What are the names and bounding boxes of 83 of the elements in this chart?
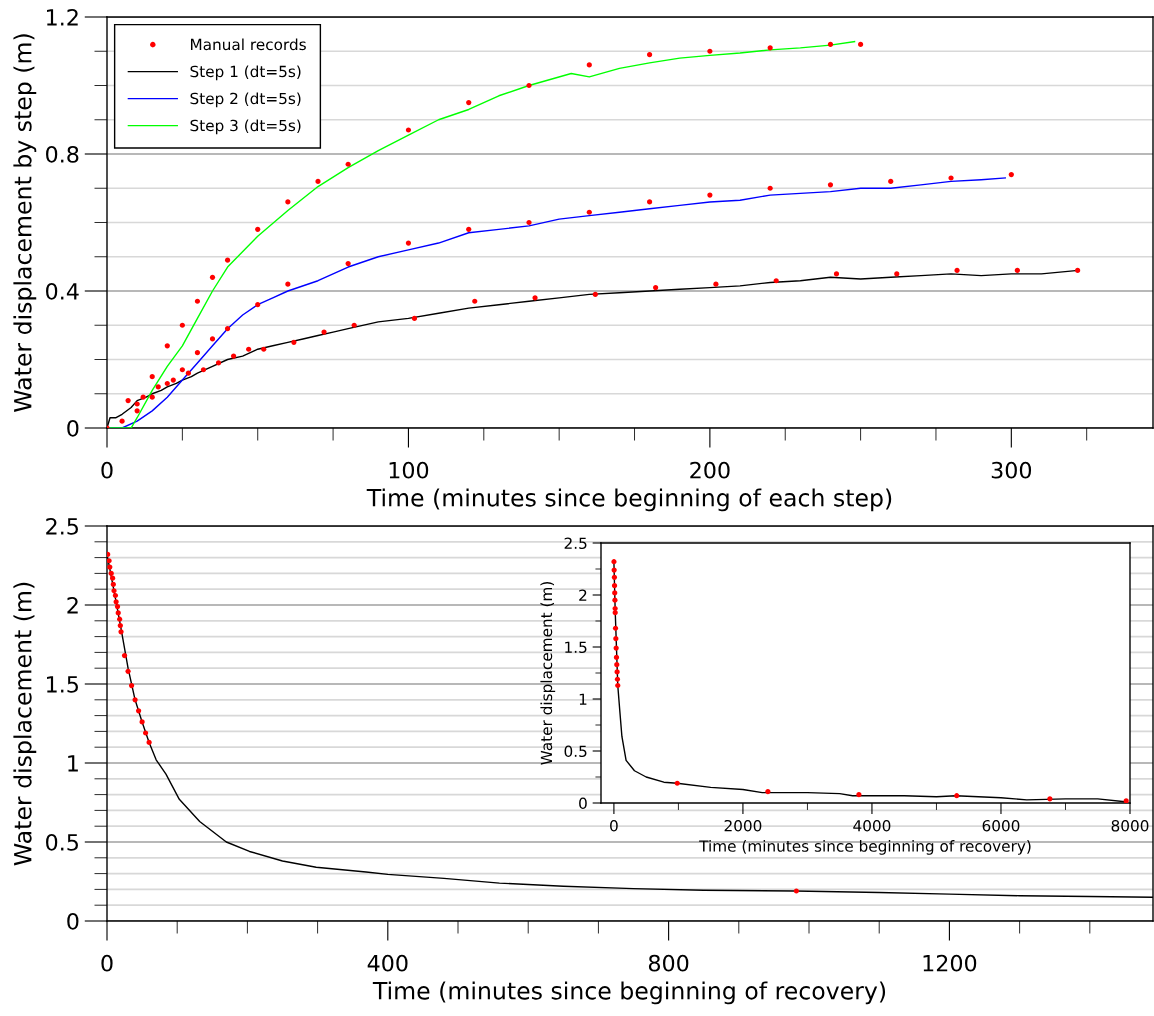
y-tick-label: 0.8 — [46, 145, 79, 163]
x-tick-label: 200 — [690, 461, 730, 479]
point — [1047, 796, 1053, 802]
y-tick-label: 2 — [67, 596, 78, 614]
x-tick-label: 0 — [610, 819, 618, 832]
point — [611, 583, 618, 589]
point — [132, 697, 138, 703]
x-tick-label: 8000 — [1111, 819, 1149, 832]
point — [954, 793, 960, 799]
y-tick-label: 0 — [67, 419, 79, 437]
y-tick-label: 0.4 — [46, 282, 79, 300]
y-tick-label: 0.5 — [46, 833, 78, 851]
line-series — [107, 40, 856, 428]
point — [110, 575, 116, 581]
y-tick-label: 0 — [579, 797, 587, 810]
legend-label: Manual records — [191, 38, 306, 51]
x-tick-label: 1200 — [923, 954, 977, 972]
y-tick-label: 0 — [67, 912, 79, 930]
x-tick-label: 4000 — [853, 819, 891, 832]
point — [117, 616, 123, 622]
point — [614, 662, 620, 668]
x-axis-title: Time (minutes since beginning of each step) — [366, 488, 892, 512]
point — [114, 603, 121, 610]
point — [135, 708, 142, 714]
point — [765, 788, 771, 795]
y-tick-label: 1.2 — [47, 8, 78, 26]
point — [612, 597, 618, 603]
y-tick-label: 0.5 — [564, 745, 587, 758]
point — [611, 567, 617, 573]
point — [614, 669, 620, 675]
y-axis-title: Water displacement by step (m) — [13, 34, 37, 412]
point — [611, 574, 618, 580]
y-axis-title: Water displacement (m) — [13, 582, 37, 866]
point — [128, 682, 135, 689]
y-tick-label: 1.5 — [47, 676, 78, 693]
x-tick-label: 400 — [367, 954, 408, 972]
point — [615, 682, 621, 689]
point — [125, 668, 131, 674]
y-tick-label: 2 — [579, 589, 587, 601]
point — [139, 719, 145, 725]
legend-label: Step 3 (dt=5s) — [190, 119, 301, 135]
point — [121, 652, 128, 659]
point — [856, 792, 862, 798]
point — [115, 610, 121, 616]
y-tick-label: 2.5 — [46, 517, 78, 535]
point — [613, 645, 619, 651]
point — [674, 780, 680, 786]
x-axis-title: Time (minutes since beginning of recovery) — [699, 840, 1031, 855]
point — [793, 888, 799, 894]
point — [613, 636, 619, 642]
y-tick-label: 2.5 — [564, 537, 587, 550]
x-tick-label: 300 — [991, 461, 1032, 479]
legend-label: Step 2 (dt=5s) — [190, 92, 301, 108]
point — [110, 581, 116, 588]
point — [612, 625, 619, 631]
point — [143, 730, 149, 736]
x-tick-label: 800 — [648, 954, 689, 972]
x-tick-label: 0 — [101, 954, 113, 972]
x-tick-label: 0 — [101, 461, 113, 479]
point — [146, 739, 152, 746]
y-tick-label: 1 — [68, 755, 78, 772]
point — [117, 622, 123, 629]
x-tick-label: 2000 — [724, 819, 762, 832]
point — [113, 599, 119, 605]
point — [111, 588, 117, 594]
y-tick-label: 1 — [579, 693, 587, 705]
point — [612, 590, 618, 596]
legend-label: Step 1 (dt=5s) — [190, 65, 301, 81]
point — [613, 654, 620, 660]
x-tick-label: 6000 — [982, 819, 1020, 832]
point — [614, 676, 621, 682]
x-tick-label: 100 — [389, 461, 429, 479]
point — [611, 559, 617, 565]
point — [118, 629, 124, 635]
point — [112, 592, 119, 599]
point — [612, 610, 618, 616]
point — [107, 558, 112, 564]
point — [107, 564, 113, 570]
y-tick-label: 1.5 — [565, 641, 587, 654]
point — [1123, 798, 1129, 803]
x-axis-title: Time (minutes since beginning of recovery) — [372, 981, 886, 1005]
y-axis-title: Water displacement (m) — [540, 581, 556, 765]
point — [108, 570, 114, 576]
